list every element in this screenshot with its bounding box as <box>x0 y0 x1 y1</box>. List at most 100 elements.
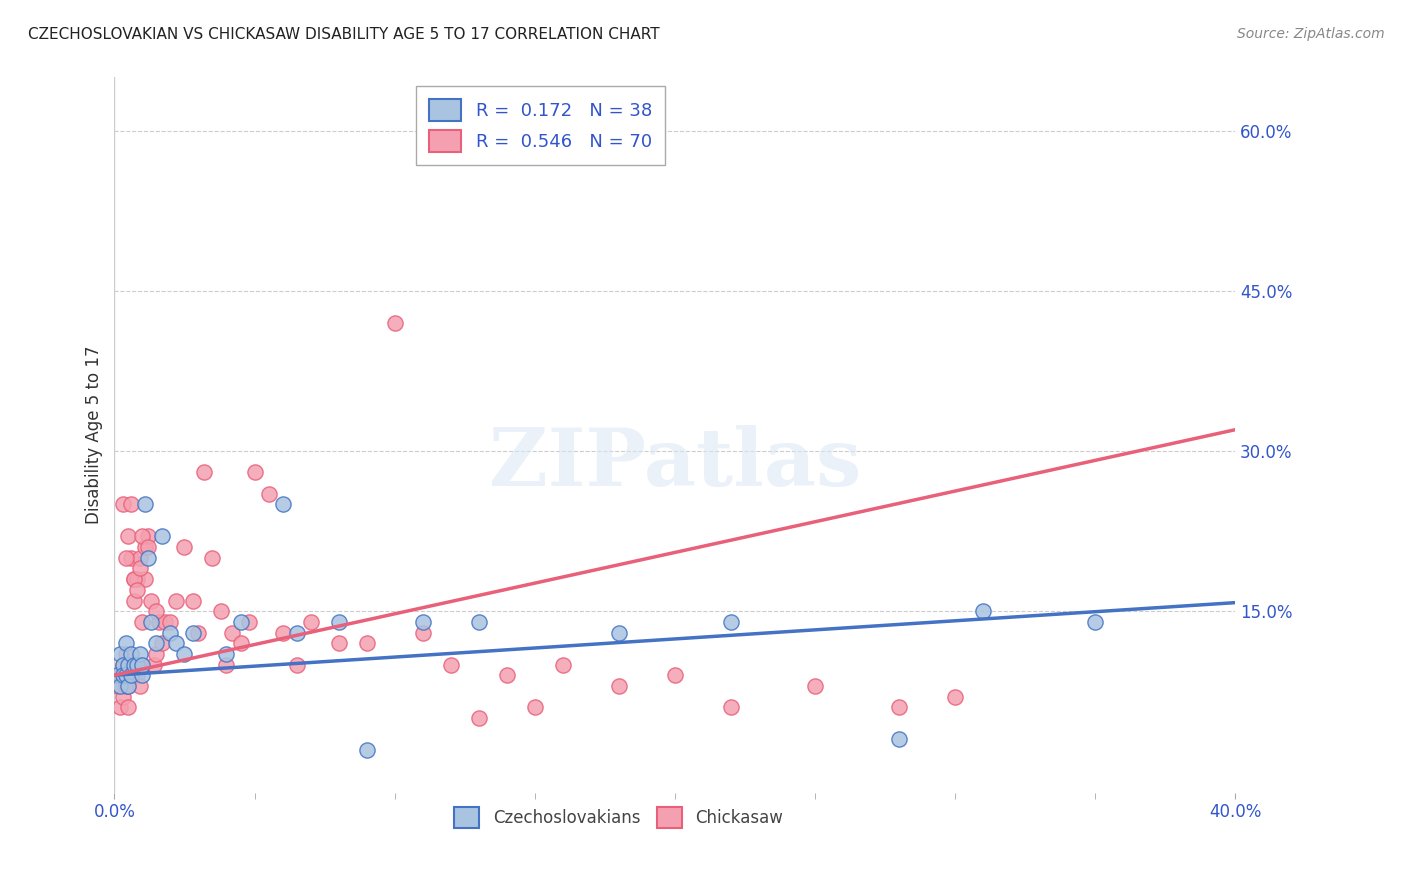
Point <box>720 615 742 629</box>
Point <box>201 550 224 565</box>
Point <box>159 625 181 640</box>
Point <box>117 679 139 693</box>
Point <box>128 550 150 565</box>
Point <box>128 561 150 575</box>
Point <box>720 700 742 714</box>
Point <box>131 615 153 629</box>
Point <box>125 657 148 672</box>
Point <box>173 540 195 554</box>
Point <box>285 625 308 640</box>
Point <box>257 487 280 501</box>
Point <box>131 657 153 672</box>
Point <box>122 657 145 672</box>
Point <box>111 657 134 672</box>
Point <box>145 636 167 650</box>
Point <box>173 647 195 661</box>
Point <box>356 743 378 757</box>
Point <box>972 604 994 618</box>
Point <box>117 529 139 543</box>
Point <box>215 657 238 672</box>
Point <box>159 615 181 629</box>
Text: Source: ZipAtlas.com: Source: ZipAtlas.com <box>1237 27 1385 41</box>
Point <box>229 615 252 629</box>
Point <box>412 615 434 629</box>
Point <box>150 529 173 543</box>
Point <box>111 690 134 704</box>
Point <box>120 498 142 512</box>
Point <box>181 593 204 607</box>
Point <box>108 668 131 682</box>
Point <box>887 700 910 714</box>
Point <box>165 593 187 607</box>
Point <box>523 700 546 714</box>
Point <box>120 668 142 682</box>
Point <box>1084 615 1107 629</box>
Point <box>114 679 136 693</box>
Point <box>114 668 136 682</box>
Legend: Czechoslovakians, Chickasaw: Czechoslovakians, Chickasaw <box>447 801 790 834</box>
Point <box>128 679 150 693</box>
Point <box>467 711 489 725</box>
Point <box>328 636 350 650</box>
Point <box>187 625 209 640</box>
Point <box>111 668 134 682</box>
Point <box>136 529 159 543</box>
Point <box>221 625 243 640</box>
Point <box>120 647 142 661</box>
Point <box>664 668 686 682</box>
Point <box>440 657 463 672</box>
Point <box>142 657 165 672</box>
Point <box>131 657 153 672</box>
Point <box>150 636 173 650</box>
Point <box>122 572 145 586</box>
Point <box>122 572 145 586</box>
Point <box>145 647 167 661</box>
Point <box>607 625 630 640</box>
Point <box>108 679 131 693</box>
Point <box>209 604 232 618</box>
Point <box>105 679 128 693</box>
Point <box>181 625 204 640</box>
Y-axis label: Disability Age 5 to 17: Disability Age 5 to 17 <box>86 346 103 524</box>
Point <box>108 700 131 714</box>
Point <box>153 615 176 629</box>
Point <box>120 550 142 565</box>
Point <box>412 625 434 640</box>
Point <box>285 657 308 672</box>
Text: ZIPatlas: ZIPatlas <box>489 425 860 503</box>
Point <box>238 615 260 629</box>
Point <box>114 636 136 650</box>
Point <box>229 636 252 650</box>
Point <box>299 615 322 629</box>
Point <box>125 582 148 597</box>
Point <box>136 550 159 565</box>
Point <box>117 679 139 693</box>
Point <box>122 593 145 607</box>
Point <box>114 647 136 661</box>
Point <box>215 647 238 661</box>
Point <box>108 647 131 661</box>
Point <box>271 498 294 512</box>
Point <box>120 668 142 682</box>
Point <box>139 593 162 607</box>
Point <box>134 498 156 512</box>
Point <box>117 657 139 672</box>
Point <box>551 657 574 672</box>
Point <box>384 316 406 330</box>
Point <box>243 466 266 480</box>
Point <box>125 668 148 682</box>
Point <box>356 636 378 650</box>
Point <box>114 550 136 565</box>
Point <box>134 540 156 554</box>
Point <box>804 679 827 693</box>
Point <box>495 668 517 682</box>
Point <box>125 572 148 586</box>
Point <box>117 700 139 714</box>
Point <box>105 668 128 682</box>
Point <box>136 540 159 554</box>
Point <box>139 615 162 629</box>
Point <box>607 679 630 693</box>
Point <box>111 657 134 672</box>
Point <box>145 604 167 618</box>
Point <box>111 498 134 512</box>
